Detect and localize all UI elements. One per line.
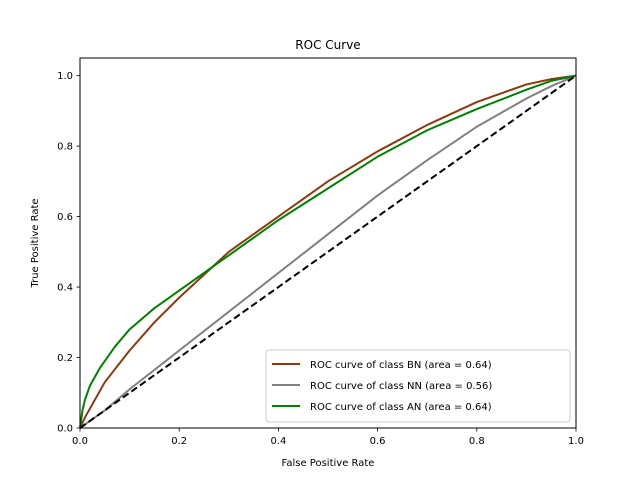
legend-entry-label: ROC curve of class BN (area = 0.64): [310, 360, 492, 371]
y-tick-label: 0.0: [57, 424, 73, 435]
y-tick-label: 0.4: [57, 283, 73, 294]
legend-entry-label: ROC curve of class AN (area = 0.64): [310, 402, 492, 413]
legend-box: [265, 349, 571, 423]
chart-title: ROC Curve: [295, 38, 360, 52]
chance-diagonal-line: [79, 74, 577, 429]
y-axis-label: True Positive Rate: [30, 198, 41, 288]
x-tick-label: 0.6: [370, 436, 386, 447]
legend-entry-label: ROC curve of class NN (area = 0.56): [310, 381, 492, 392]
y-tick-label: 0.8: [57, 142, 73, 153]
x-axis-label: False Positive Rate: [282, 458, 375, 469]
legend: ROC curve of class BN (area = 0.64) ROC c…: [265, 349, 571, 423]
series-layer: [79, 74, 577, 429]
plot-frame: [79, 57, 577, 429]
y-tick-label: 1.0: [57, 71, 73, 82]
x-tick-label: 0.0: [72, 436, 88, 447]
y-axis-ticks: 0.0 0.2 0.4 0.6 0.8 1.0: [57, 71, 80, 435]
roc-series-line: [79, 74, 577, 429]
y-tick-label: 0.6: [57, 212, 73, 223]
x-tick-label: 0.8: [469, 436, 485, 447]
x-tick-label: 1.0: [568, 436, 584, 447]
x-axis-ticks: 0.0 0.2 0.4 0.6 0.8 1.0: [72, 428, 584, 447]
y-tick-label: 0.2: [57, 353, 73, 364]
x-tick-label: 0.2: [171, 436, 187, 447]
x-tick-label: 0.4: [270, 436, 286, 447]
roc-series-line: [79, 74, 577, 429]
